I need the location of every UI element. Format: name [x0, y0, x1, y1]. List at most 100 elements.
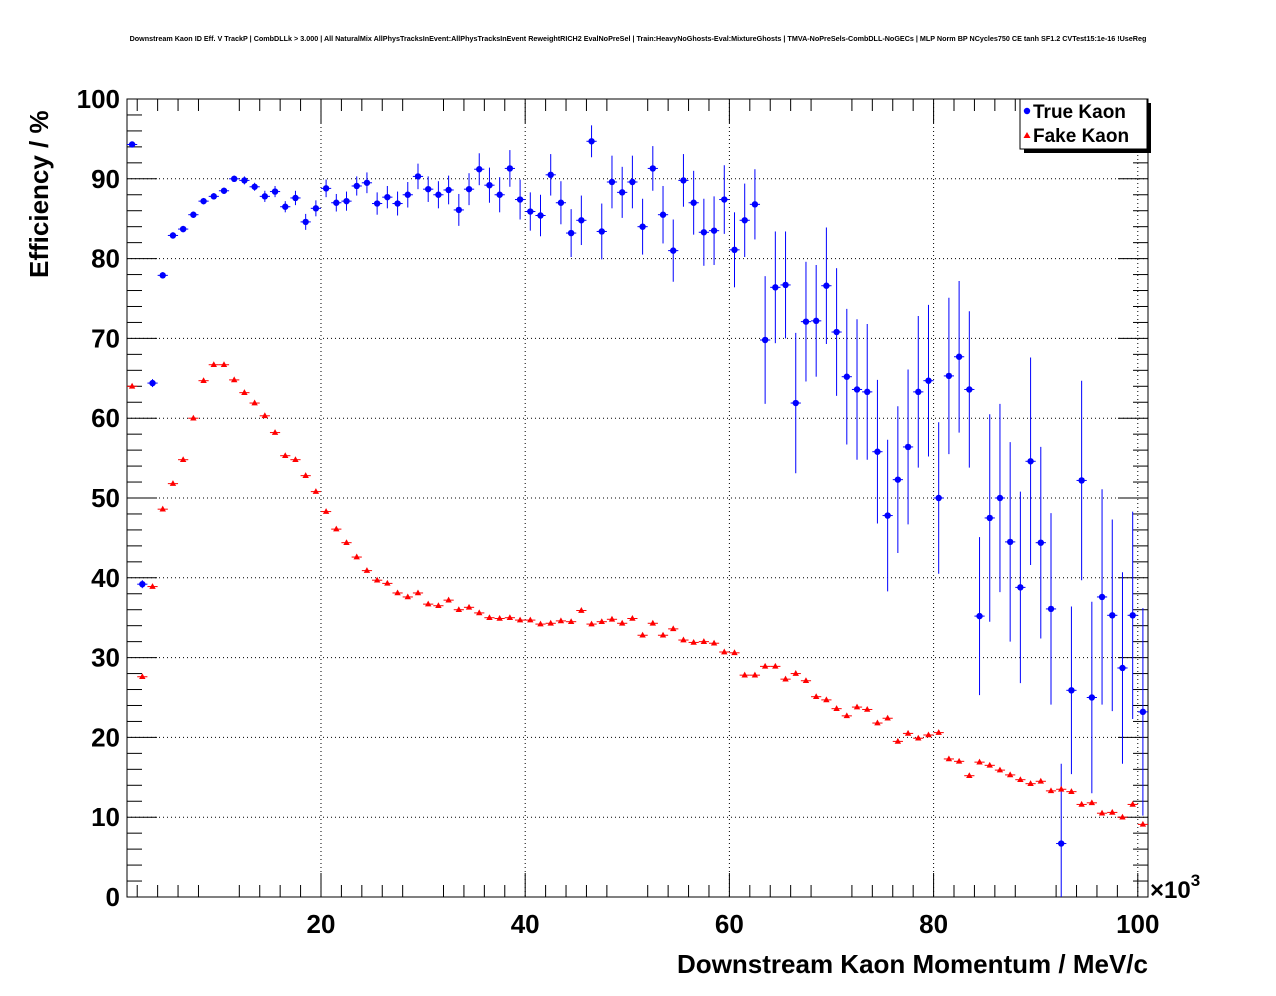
data-point — [680, 177, 687, 184]
data-point — [812, 317, 820, 325]
data-point — [241, 177, 248, 184]
data-point — [271, 429, 279, 435]
y-tick-label: 80 — [91, 244, 120, 274]
data-point — [710, 227, 718, 234]
data-point — [802, 318, 810, 325]
data-point — [567, 618, 575, 624]
data-point — [1129, 800, 1136, 807]
data-point — [1047, 787, 1055, 794]
data-point — [659, 631, 667, 638]
data-point — [629, 614, 636, 621]
y-tick-label: 20 — [91, 722, 120, 752]
data-point — [1098, 809, 1106, 816]
data-point — [149, 583, 156, 589]
x-tick-label: 20 — [307, 909, 336, 939]
legend-label-true-kaon: True Kaon — [1033, 102, 1126, 123]
data-point — [435, 602, 442, 609]
data-point — [414, 589, 422, 596]
data-point — [986, 761, 993, 768]
data-point — [282, 452, 289, 459]
data-point — [792, 399, 799, 407]
data-point — [373, 200, 381, 207]
data-point — [476, 609, 483, 616]
data-point — [251, 399, 258, 406]
data-point — [1119, 664, 1126, 672]
data-point — [384, 193, 391, 201]
data-point — [772, 662, 779, 669]
chart-title: Downstream Kaon ID Eff. V TrackP | CombD… — [129, 34, 1147, 43]
legend-label-fake-kaon: Fake Kaon — [1033, 126, 1129, 147]
data-point — [159, 505, 166, 512]
data-point — [210, 361, 217, 368]
data-point — [782, 675, 789, 682]
data-point — [537, 212, 544, 219]
data-point — [945, 372, 953, 380]
data-point — [261, 412, 269, 419]
data-point — [823, 696, 830, 703]
data-point — [823, 282, 830, 289]
y-tick-label: 10 — [91, 802, 120, 832]
data-point — [169, 232, 177, 239]
data-point — [966, 772, 973, 779]
data-point — [455, 606, 463, 613]
data-point — [343, 539, 350, 545]
data-point — [1109, 808, 1116, 815]
data-point — [322, 508, 330, 514]
data-point — [527, 208, 534, 215]
data-point — [955, 757, 963, 764]
data-point — [751, 671, 759, 678]
data-point — [935, 494, 942, 502]
data-point — [731, 246, 738, 254]
data-point — [618, 189, 626, 196]
data-point — [312, 205, 320, 212]
data-point — [976, 758, 983, 765]
data-point — [476, 166, 483, 173]
data-point — [251, 183, 258, 190]
data-point — [1037, 539, 1044, 546]
data-point — [1098, 593, 1106, 601]
data-point — [1068, 788, 1075, 794]
data-point — [302, 218, 309, 226]
data-point — [598, 228, 605, 235]
data-point — [996, 494, 1004, 502]
data-point — [169, 480, 177, 486]
data-point — [231, 175, 238, 182]
data-point — [261, 193, 269, 200]
data-point — [333, 525, 340, 532]
data-point — [588, 620, 595, 627]
y-tick-label: 40 — [91, 563, 120, 593]
data-point — [333, 199, 340, 206]
y-tick-labels: 0 10 20 30 40 50 60 70 80 90 100 — [77, 84, 120, 912]
data-point — [996, 766, 1004, 773]
data-point — [1129, 612, 1136, 619]
data-point — [537, 620, 544, 627]
data-point — [761, 336, 769, 344]
data-point — [812, 693, 820, 700]
data-point — [292, 456, 299, 462]
data-point — [853, 703, 861, 710]
data-point — [231, 376, 238, 383]
data-point — [578, 607, 585, 613]
data-point — [414, 173, 422, 180]
data-point — [853, 386, 861, 393]
data-point — [904, 729, 912, 736]
data-point — [486, 181, 493, 189]
data-point — [792, 670, 799, 676]
data-point — [322, 185, 330, 192]
data-point — [465, 603, 473, 610]
data-point — [1058, 785, 1065, 792]
legend-marker-true-kaon — [1023, 107, 1031, 115]
data-point — [1119, 813, 1126, 820]
data-point — [1017, 584, 1024, 591]
data-point — [516, 196, 524, 203]
data-point — [1109, 612, 1116, 619]
data-point — [864, 388, 871, 396]
data-point — [363, 567, 371, 573]
data-point — [404, 191, 411, 198]
data-point — [496, 614, 503, 621]
data-point — [1037, 777, 1044, 784]
data-point — [670, 247, 677, 254]
data-point — [670, 625, 677, 632]
data-point — [741, 217, 748, 224]
